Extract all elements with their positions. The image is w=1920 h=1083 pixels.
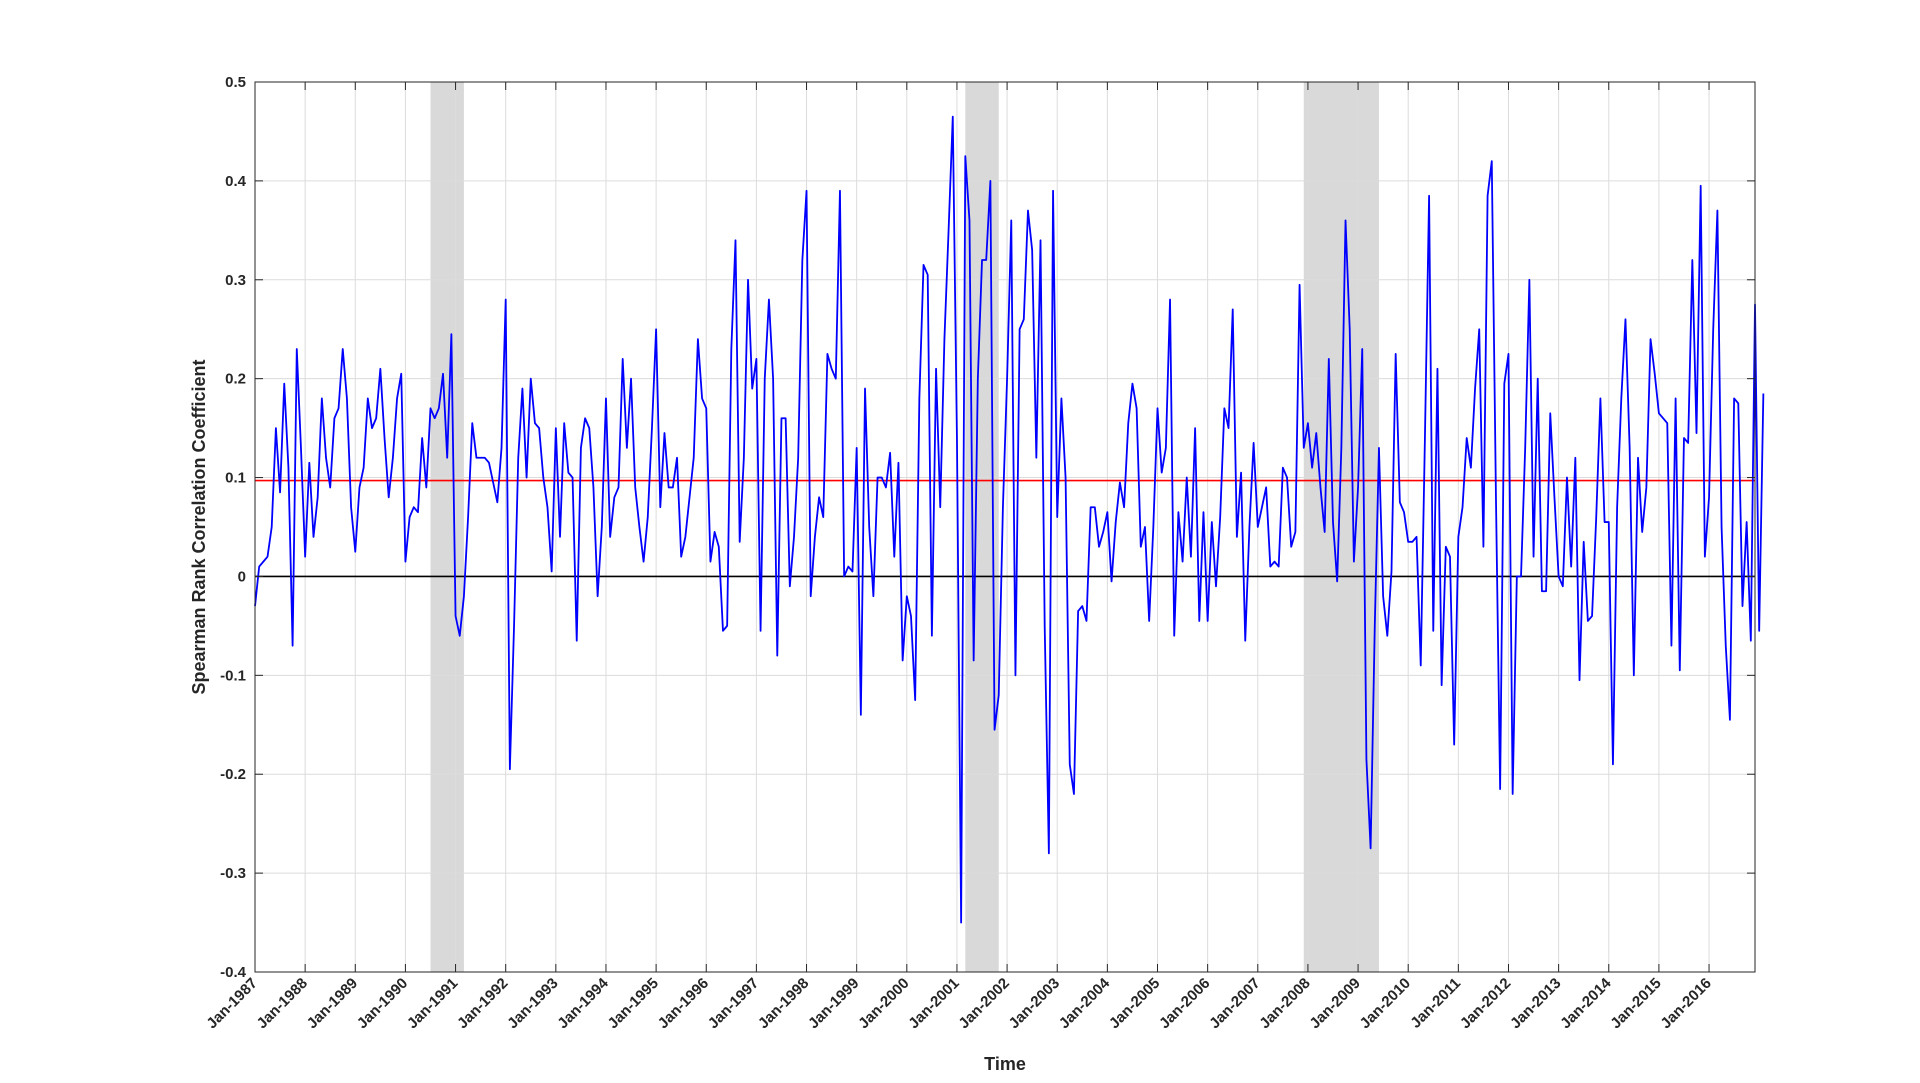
x-axis-label: Time xyxy=(984,1054,1026,1074)
y-axis-ticks: -0.4 -0.3 -0.2 -0.1 0 0.1 0.2 0.3 0.4 0.5 xyxy=(220,74,1755,981)
series xyxy=(254,115,1765,924)
y-tick-label: -0.2 xyxy=(220,766,246,783)
y-tick-label: -0.1 xyxy=(220,667,246,684)
y-axis-label: Spearman Rank Correlation Coefficient xyxy=(189,359,209,694)
plot-area-border xyxy=(254,81,1756,973)
y-tick-label: 0.2 xyxy=(225,371,246,388)
y-tick-label: -0.3 xyxy=(220,865,246,882)
y-tick-label: 0.4 xyxy=(225,173,247,190)
y-tick-label: 0.1 xyxy=(225,470,246,487)
recession-band-0 xyxy=(430,82,464,972)
y-tick-label: 0 xyxy=(238,568,246,585)
recession-band-2 xyxy=(1303,82,1379,972)
y-tick-label: -0.4 xyxy=(220,964,247,981)
reference-lines xyxy=(255,479,1755,578)
y-tick-label: 0.3 xyxy=(225,272,246,289)
y-tick-label: 0.5 xyxy=(225,74,246,91)
series-line-0 xyxy=(254,115,1765,924)
